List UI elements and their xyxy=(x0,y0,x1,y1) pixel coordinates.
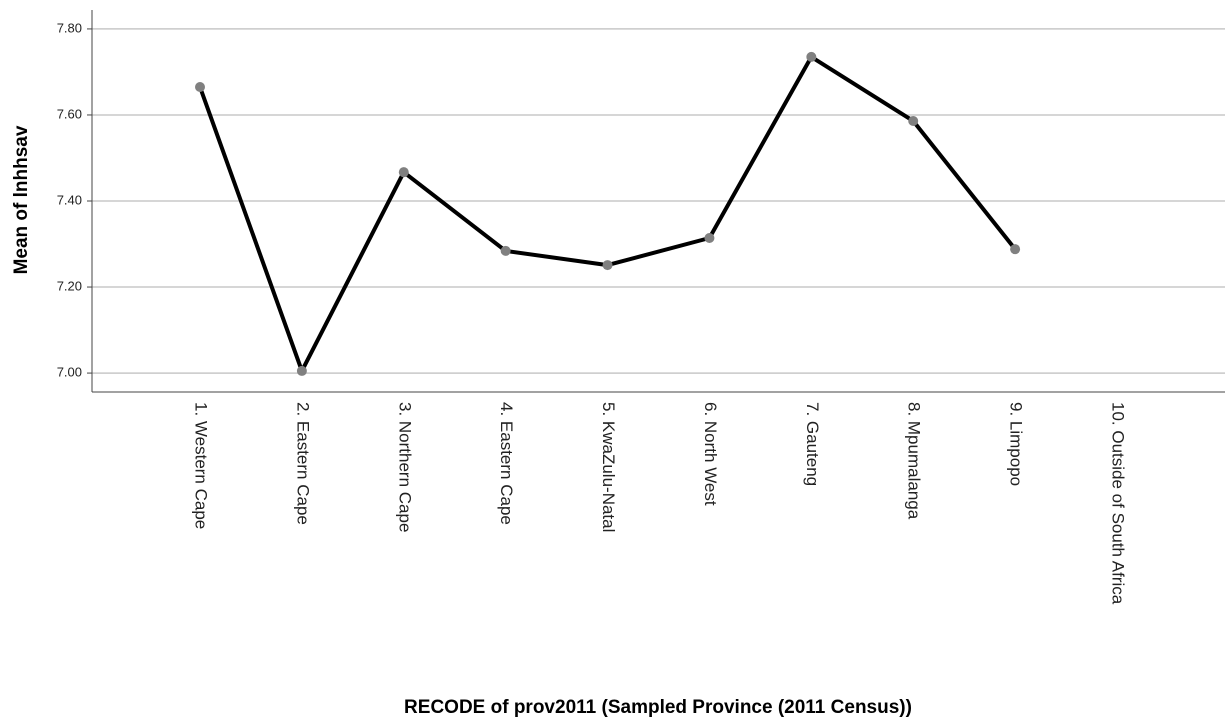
x-tick-label: 3. Northern Cape xyxy=(395,402,414,532)
y-tick-label: 7.60 xyxy=(57,106,82,121)
x-tick-label: 9. Limpopo xyxy=(1007,402,1026,486)
x-tick-label: 4. Eastern Cape xyxy=(497,402,516,525)
y-tick-label: 7.20 xyxy=(57,278,82,293)
data-line xyxy=(198,54,1017,373)
data-point xyxy=(195,82,205,93)
x-axis-title: RECODE of prov2011 (Sampled Province (20… xyxy=(404,697,912,718)
y-tick-label: 7.40 xyxy=(57,192,82,207)
data-point xyxy=(704,232,715,243)
x-tick-label: 2. Eastern Cape xyxy=(293,402,312,525)
x-tick-label: 5. KwaZulu-Natal xyxy=(599,402,618,532)
data-point xyxy=(296,365,307,376)
data-point xyxy=(1010,244,1021,255)
x-tick-label: 1. Western Cape xyxy=(192,402,211,529)
data-point xyxy=(908,115,919,126)
y-axis-title: Mean of lnhhsav xyxy=(11,125,32,274)
y-tick-label: 7.80 xyxy=(57,20,82,35)
data-point xyxy=(398,167,409,178)
x-tick-label: 8. Mpumalanga xyxy=(905,402,924,520)
x-tick-label: 7. Gauteng xyxy=(803,402,822,486)
x-tick-label: 10. Outside of South Africa xyxy=(1109,402,1128,605)
x-tick-label: 6. North West xyxy=(701,402,720,506)
data-point xyxy=(806,51,817,62)
y-tick-label: 7.00 xyxy=(57,365,82,380)
data-point xyxy=(500,245,511,256)
data-point xyxy=(602,260,613,271)
